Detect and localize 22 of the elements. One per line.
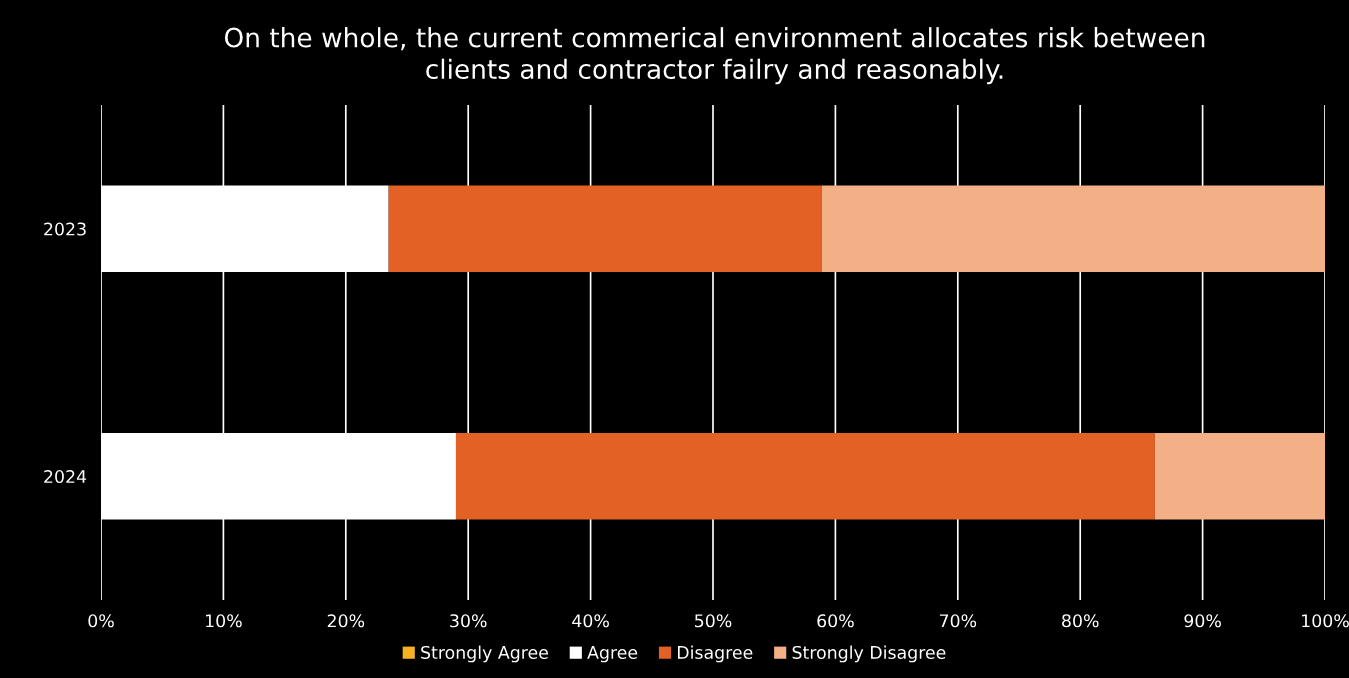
legend-label: Strongly Agree: [421, 645, 548, 663]
x-tick-label: 60%: [817, 614, 854, 628]
x-tick-label: 50%: [695, 614, 732, 628]
y-tick-label: 2023: [44, 222, 86, 236]
legend-label: Agree: [587, 646, 638, 663]
x-tick-label: 0%: [88, 614, 114, 628]
legend-label: Disagree: [677, 645, 753, 663]
legend-label: Strongly Disagree: [792, 645, 946, 663]
x-tick-label: 90%: [1184, 614, 1221, 628]
bar: [821, 185, 1325, 273]
x-tick-label: 30%: [450, 614, 487, 628]
chart-title: On the whole, the current commerical environment allocates risk between clients and contractor failry and reasonably.: [224, 27, 1205, 85]
x-tick-label: 20%: [327, 614, 365, 628]
bar: [388, 185, 822, 273]
x-tick-label: 70%: [939, 614, 977, 628]
bar: [455, 432, 1155, 520]
x-tick-label: 40%: [572, 614, 609, 628]
x-tick-label: 100%: [1302, 614, 1349, 628]
y-tick-label: 2024: [44, 469, 87, 484]
x-tick-label: 80%: [1062, 614, 1099, 628]
bar: [1154, 432, 1325, 520]
x-tick-label: 10%: [206, 614, 242, 628]
